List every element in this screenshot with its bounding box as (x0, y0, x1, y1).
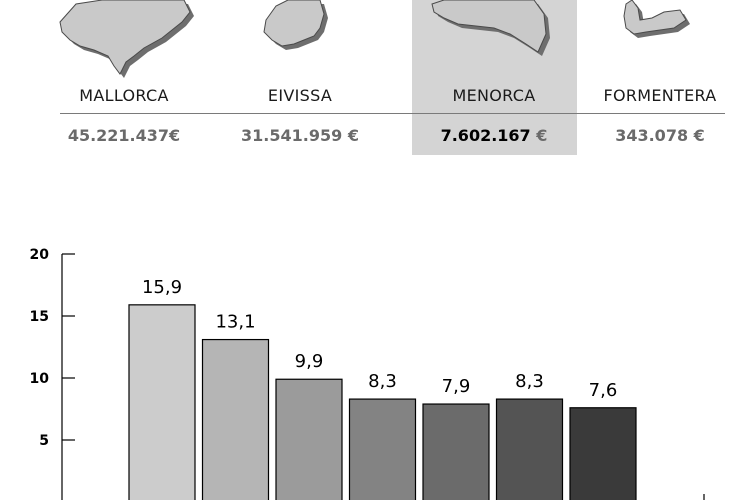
island-name-eivissa: EIVISSA (267, 86, 333, 105)
bar-3 (275, 378, 343, 500)
island-name-formentera: FORMENTERA (603, 86, 717, 105)
y-tick-label-5: 5 (39, 433, 49, 449)
bar-7 (569, 407, 637, 500)
formentera-map-icon (623, 0, 690, 38)
y-tick-label-15: 15 (30, 309, 49, 325)
island-value-eivissa: 31.541.959 € (241, 126, 359, 145)
bar-2 (201, 338, 270, 500)
island-name-mallorca: MALLORCA (79, 86, 169, 105)
bar-4 (348, 398, 417, 500)
data-label-5: 7,9 (442, 376, 471, 397)
bar-1 (128, 304, 196, 500)
mallorca-map-icon (59, 0, 194, 78)
data-label-7: 7,6 (589, 380, 618, 401)
menorca-map-icon (431, 0, 550, 56)
eivissa-map-icon (263, 0, 328, 50)
island-value-menorca-number: 7.602.167 (440, 126, 531, 145)
y-tick-label-20: 20 (30, 247, 50, 263)
islands-panel: MALLORCA 45.221.437€ EIVISSA 31.541.959 … (0, 0, 730, 160)
data-label-3: 9,9 (295, 351, 324, 372)
bar-5 (422, 403, 490, 500)
island-value-menorca-unit: € (536, 126, 548, 145)
bar-6 (495, 398, 564, 500)
data-label-4: 8,3 (368, 371, 397, 392)
island-value-mallorca: 45.221.437€ (67, 126, 181, 145)
island-value-menorca: 7.602.167 € (414, 126, 574, 145)
data-label-6: 8,3 (515, 371, 544, 392)
island-value-formentera: 343.078 € (615, 126, 705, 145)
island-name-menorca: MENORCA (452, 86, 536, 105)
y-tick-label-10: 10 (30, 371, 50, 387)
data-label-1: 15,9 (142, 277, 182, 298)
divider-line (60, 113, 725, 114)
data-label-2: 13,1 (215, 312, 255, 333)
